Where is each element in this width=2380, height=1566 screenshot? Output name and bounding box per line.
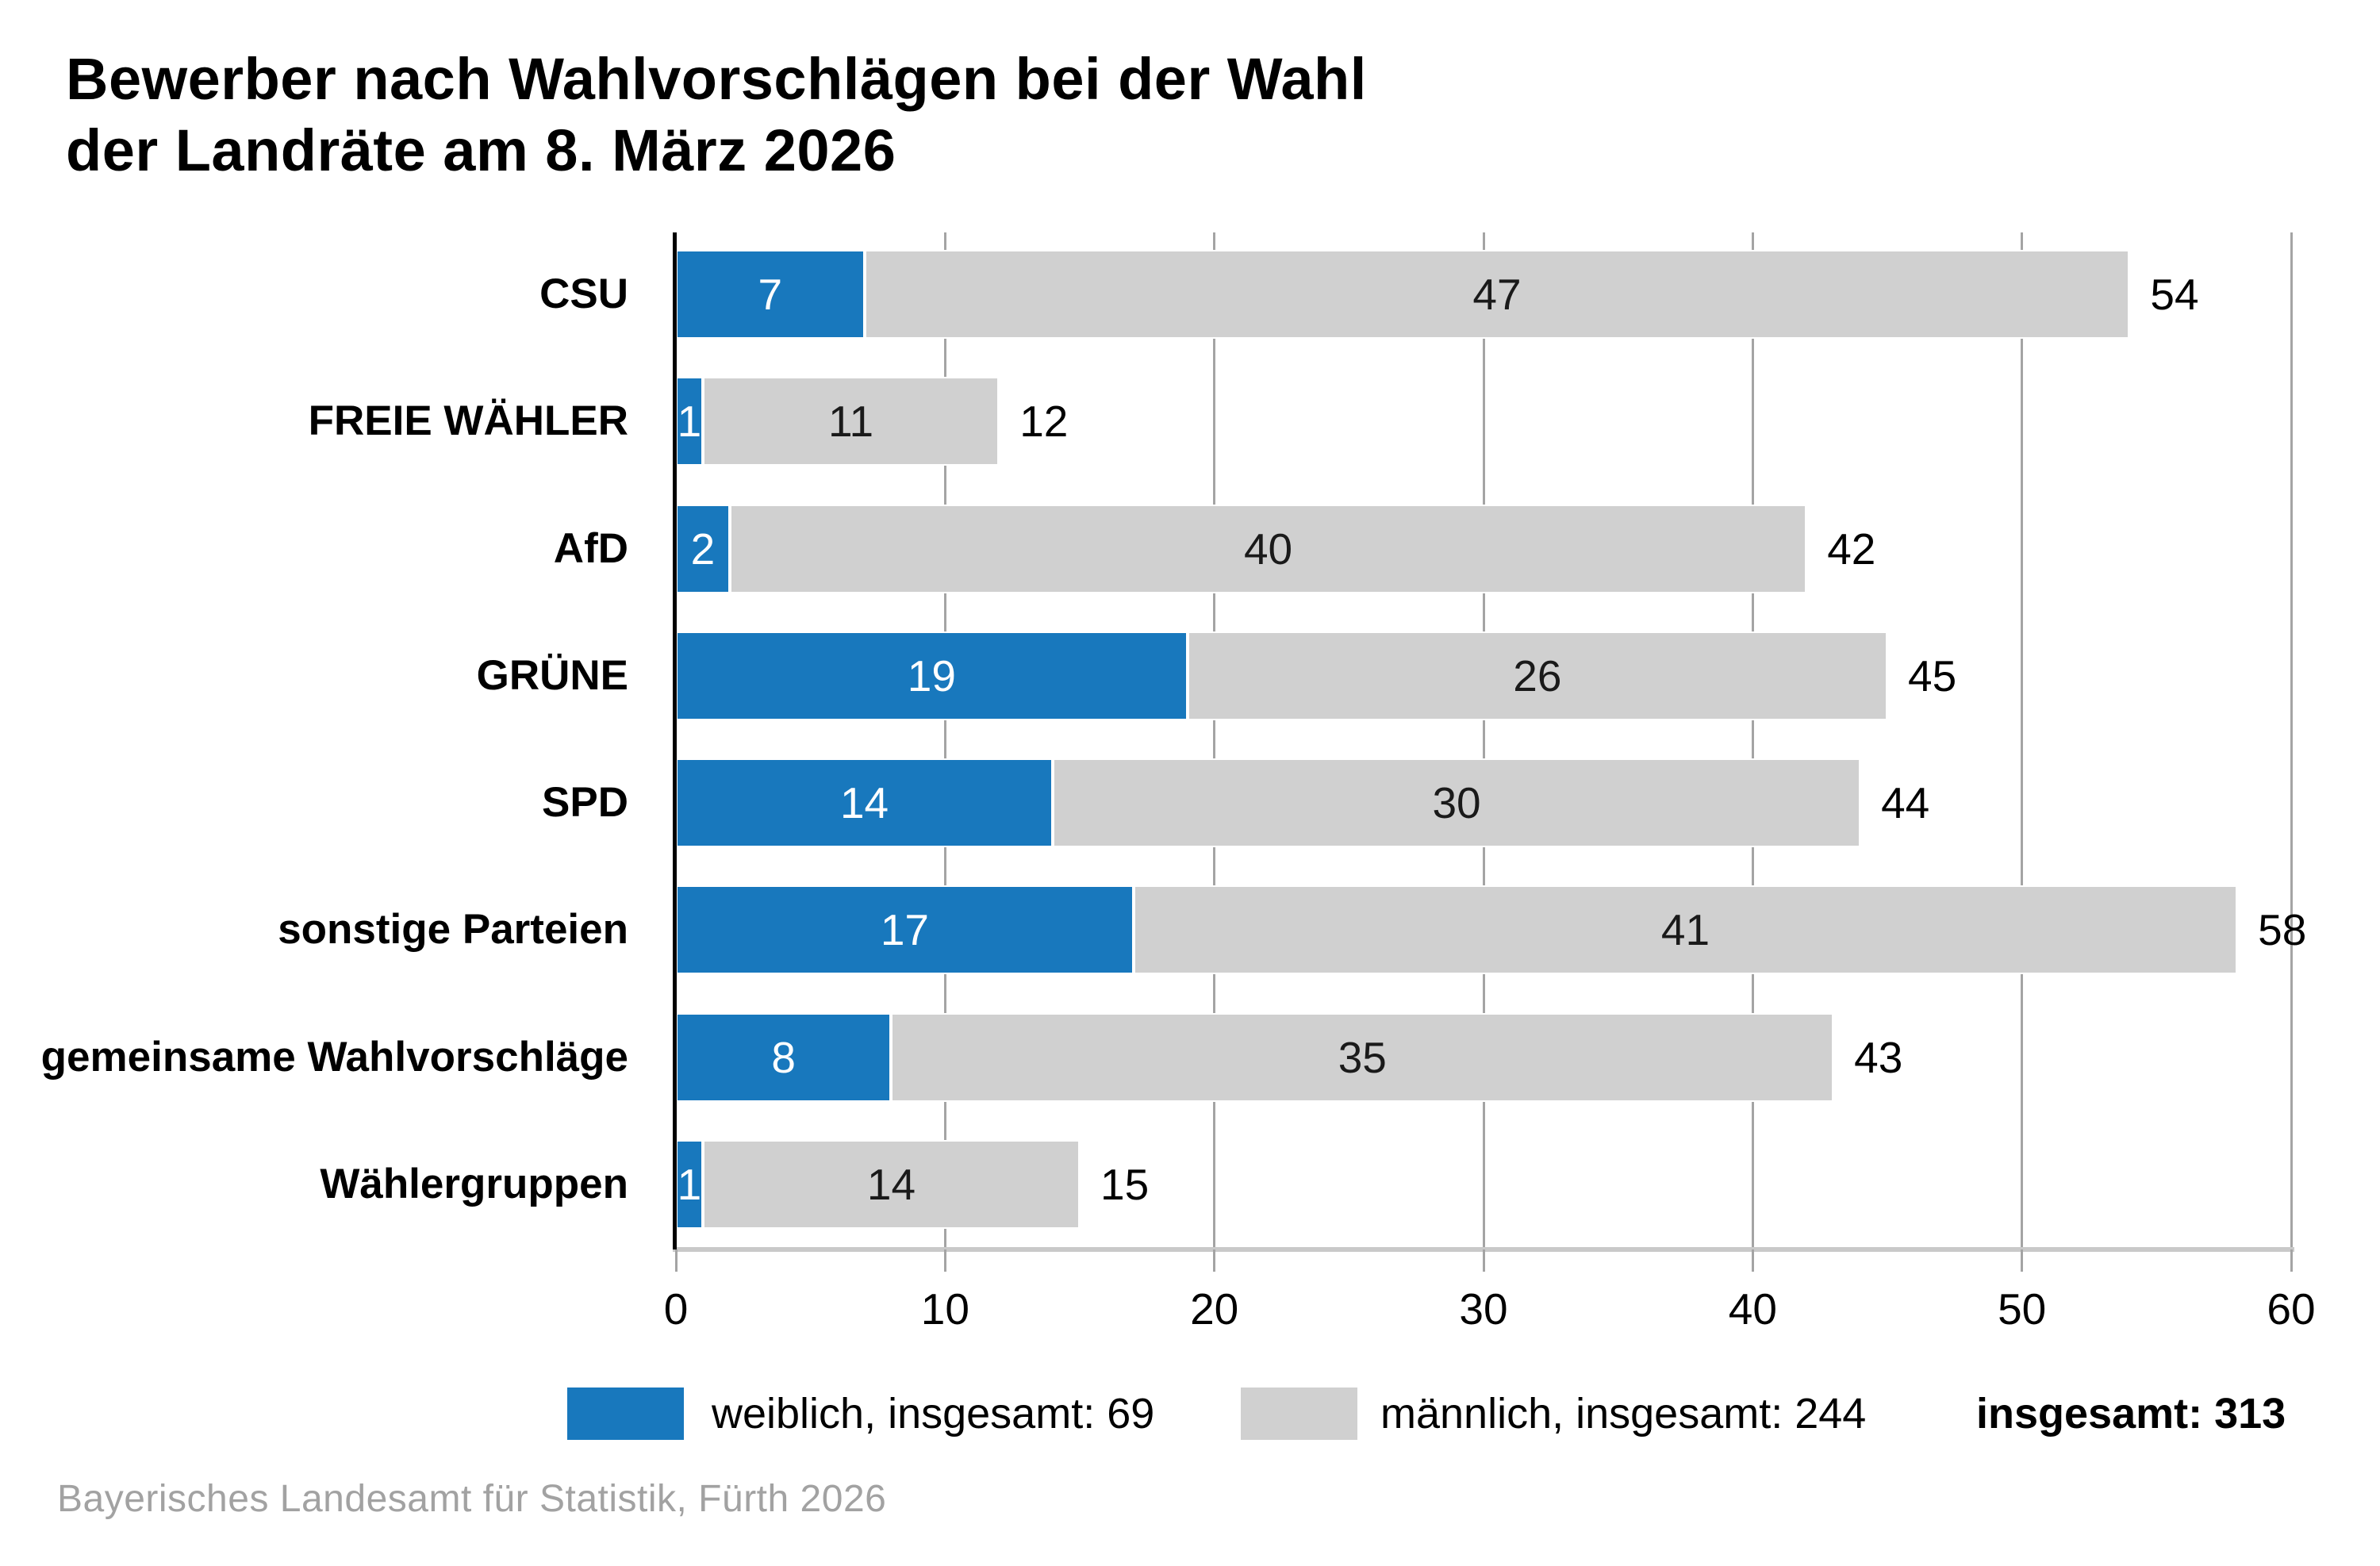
chart-title-line2: der Landräte am 8. März 2026: [66, 117, 896, 183]
axis-tick: [2290, 1249, 2293, 1272]
bar-segment-männlich: [1133, 885, 2238, 975]
bar-segment-männlich: [891, 1012, 1834, 1102]
bar-value-label-weiblich: 14: [839, 778, 889, 827]
gridline: [1751, 232, 1754, 1249]
bar-value-label-weiblich: 2: [690, 524, 716, 574]
legend-swatch-maennlich: [1241, 1388, 1357, 1440]
category-label: Wählergruppen: [320, 1160, 628, 1207]
axis-tick-label: 60: [2267, 1284, 2316, 1334]
axis-tick: [1213, 1249, 1216, 1272]
bar-value-label-männlich: 30: [1432, 778, 1481, 827]
bar-value-label-weiblich: 7: [758, 270, 783, 319]
category-label: GRÜNE: [476, 651, 628, 699]
bar-total-label: 12: [1019, 397, 1069, 447]
bar-segment-männlich: [1053, 758, 1861, 847]
category-label: AfD: [553, 524, 628, 572]
gridline: [2290, 232, 2293, 1249]
category-label: gemeinsame Wahlvorschläge: [40, 1033, 628, 1080]
bar-total-label: 15: [1100, 1159, 1150, 1209]
bar-value-label-weiblich: 8: [771, 1032, 797, 1082]
bar-value-label-weiblich: 17: [880, 905, 930, 955]
bar-value-label-weiblich: 1: [677, 397, 702, 447]
bar-segment-männlich: [702, 377, 1000, 466]
axis-tick-label: 40: [1728, 1284, 1777, 1334]
legend-label-weiblich: weiblich, insgesamt: 69: [712, 1390, 1155, 1437]
category-label: sonstige Parteien: [278, 906, 628, 954]
bar-segment-weiblich: [676, 885, 1134, 975]
bar-value-label-männlich: 47: [1472, 270, 1522, 319]
chart-title-line1: Bewerber nach Wahlvorschlägen bei der Wa…: [66, 46, 1367, 112]
bar-value-label-männlich: 41: [1660, 905, 1710, 955]
bar-segment-männlich: [702, 1139, 1080, 1229]
legend-label-insgesamt: insgesamt: 313: [1976, 1390, 2286, 1437]
legend-label-maennlich: männlich, insgesamt: 244: [1380, 1390, 1867, 1437]
axis-tick-label: 50: [1998, 1284, 2047, 1334]
axis-tick-label: 0: [663, 1284, 689, 1334]
bar-value-label-männlich: 26: [1513, 651, 1562, 700]
bar-total-label: 54: [2150, 270, 2199, 319]
bar-total-label: 44: [1881, 778, 1930, 827]
axis-tick-label: 10: [920, 1284, 969, 1334]
axis-tick: [1751, 1249, 1754, 1272]
bar-segment-männlich: [1187, 631, 1887, 720]
axis-tick-label: 20: [1190, 1284, 1239, 1334]
axis-tick: [943, 1249, 946, 1272]
bar-value-label-männlich: 11: [828, 397, 874, 447]
bar-total-label: 45: [1908, 651, 1957, 700]
chart-title: Bewerber nach Wahlvorschlägen bei der Wa…: [66, 44, 1367, 186]
gridline: [943, 232, 946, 1249]
category-label: CSU: [539, 271, 628, 317]
bar-segment-männlich: [729, 504, 1807, 593]
axis-tick: [674, 1249, 678, 1272]
bar-value-label-männlich: 40: [1243, 524, 1293, 574]
bar-total-label: 42: [1827, 524, 1876, 574]
bar-value-label-männlich: 35: [1338, 1032, 1387, 1082]
bar-segment-weiblich: [676, 631, 1188, 720]
category-label: SPD: [542, 779, 628, 826]
bar-value-label-männlich: 14: [866, 1159, 916, 1209]
bar-segment-weiblich: [676, 1012, 892, 1102]
axis-tick: [1482, 1249, 1485, 1272]
bar-value-label-weiblich: 1: [677, 1159, 702, 1209]
gridline: [2021, 232, 2024, 1249]
bar-segment-weiblich: [676, 758, 1054, 847]
axis-tick-label: 30: [1459, 1284, 1508, 1334]
legend-swatch-weiblich: [567, 1388, 684, 1440]
axis-tick: [2021, 1249, 2024, 1272]
source-note: Bayerisches Landesamt für Statistik, Für…: [57, 1478, 887, 1520]
y-axis-line: [673, 232, 677, 1249]
bar-total-label: 58: [2258, 905, 2307, 955]
category-label: FREIE WÄHLER: [308, 397, 628, 445]
gridline: [1213, 232, 1216, 1249]
bar-segment-weiblich: [676, 250, 865, 339]
gridline: [1482, 232, 1485, 1249]
bar-value-label-weiblich: 19: [907, 651, 956, 700]
bar-segment-männlich: [864, 250, 2130, 339]
bar-total-label: 43: [1854, 1032, 1903, 1082]
